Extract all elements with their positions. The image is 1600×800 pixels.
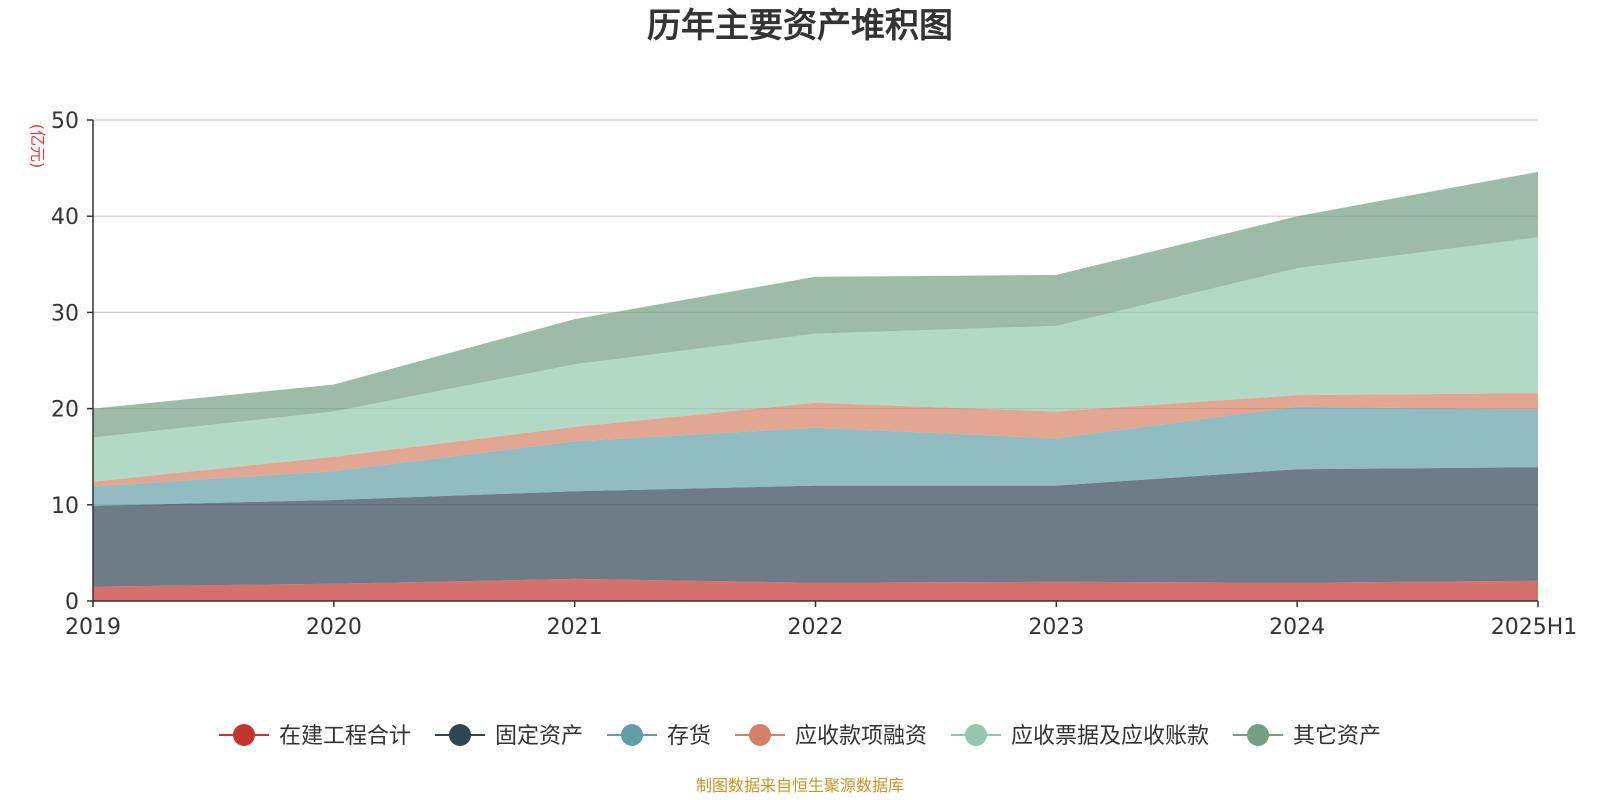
legend-label: 固定资产: [495, 724, 583, 749]
legend-marker: [621, 724, 643, 746]
y-tick-label: 50: [51, 109, 79, 134]
y-tick-label: 0: [65, 590, 79, 615]
legend: 在建工程合计 固定资产 存货 应收款项融资 应收票据及应收账款 其它资产: [219, 724, 1381, 749]
y-axis-label: (亿元): [28, 124, 47, 169]
x-tick-label: 2021: [547, 615, 603, 640]
x-tick-label: 2023: [1028, 615, 1084, 640]
x-tick-label: 2024: [1269, 615, 1325, 640]
y-tick-labels: 0 10 20 30 40 50: [51, 109, 79, 615]
legend-label: 应收款项融资: [795, 724, 927, 749]
area-series-5: [93, 237, 1538, 482]
area-series-3: [93, 406, 1538, 506]
y-tick-label: 40: [51, 205, 79, 230]
area-series-2: [93, 467, 1538, 587]
legend-marker: [965, 724, 987, 746]
legend-item-1[interactable]: 在建工程合计: [219, 724, 411, 749]
source-note: 制图数据来自恒生聚源数据库: [696, 776, 904, 795]
legend-item-6[interactable]: 其它资产: [1233, 724, 1381, 749]
legend-label: 存货: [667, 724, 711, 749]
y-tick-label: 20: [51, 398, 79, 423]
legend-label: 应收票据及应收账款: [1011, 724, 1209, 749]
area-series-4: [93, 393, 1538, 487]
legend-marker: [749, 724, 771, 746]
area-series-1: [93, 578, 1538, 601]
legend-label: 在建工程合计: [279, 724, 411, 749]
legend-label: 其它资产: [1293, 724, 1381, 749]
x-tick-label: 2025H1: [1491, 615, 1578, 640]
area-series-6: [93, 171, 1538, 438]
legend-marker: [449, 724, 471, 746]
y-tick-label: 10: [51, 494, 79, 519]
legend-item-3[interactable]: 存货: [607, 724, 711, 749]
area-series-group: [93, 171, 1538, 601]
x-tick-label: 2019: [65, 615, 121, 640]
legend-marker: [1247, 724, 1269, 746]
legend-marker: [233, 724, 255, 746]
legend-item-2[interactable]: 固定资产: [435, 724, 583, 749]
axes: [87, 119, 1539, 607]
chart-title: 历年主要资产堆积图: [647, 6, 953, 46]
y-tick-label: 30: [51, 301, 79, 326]
legend-item-4[interactable]: 应收款项融资: [735, 724, 927, 749]
legend-item-5[interactable]: 应收票据及应收账款: [951, 724, 1209, 749]
x-tick-labels: 2019 2020 2021 2022 2023 2024 2025H1: [65, 615, 1577, 640]
x-tick-label: 2022: [788, 615, 844, 640]
x-tick-label: 2020: [306, 615, 362, 640]
